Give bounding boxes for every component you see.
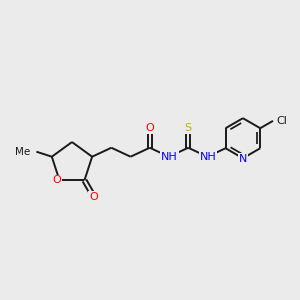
Text: O: O xyxy=(53,176,62,185)
Text: O: O xyxy=(146,123,154,133)
Text: Me: Me xyxy=(15,147,30,157)
Text: NH: NH xyxy=(161,152,178,162)
Text: N: N xyxy=(239,154,247,164)
Text: Cl: Cl xyxy=(277,116,287,126)
Text: NH: NH xyxy=(200,152,216,162)
Text: S: S xyxy=(184,123,192,133)
Text: O: O xyxy=(89,192,98,202)
